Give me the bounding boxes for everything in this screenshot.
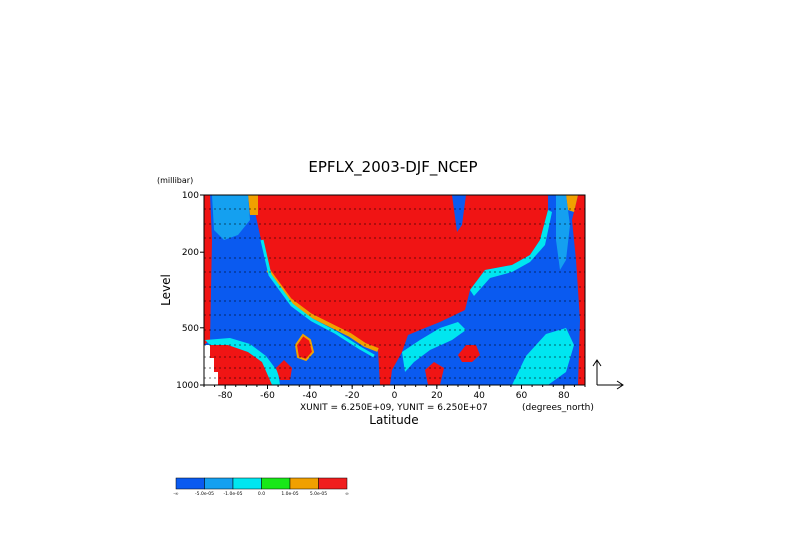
colorbar-label: -1.0e-05 [224, 491, 243, 497]
x-tick-label: 20 [431, 391, 443, 401]
x-tick-label: 80 [558, 391, 570, 401]
x-tick-label: -20 [345, 391, 360, 401]
plot-area: -80 -60 -40 -20 0 20 40 60 80 100 200 500 1000 [176, 191, 586, 401]
colorbar-swatch [175, 477, 205, 490]
x-axis-label: Latitude [369, 413, 418, 427]
grid-lines [204, 208, 585, 379]
contour-orange-right [566, 195, 578, 212]
colorbar-label: -5.0e-05 [195, 491, 214, 497]
contour-blue-north-gap [452, 195, 466, 232]
contour-red-right-column [572, 195, 585, 385]
vector-reference-arrows [592, 359, 624, 390]
colorbar-label: 1.0e-05 [281, 491, 298, 497]
colorbar-swatch [261, 477, 291, 490]
contour-orange-blob-1 [294, 333, 315, 362]
y-tick-label: 200 [182, 248, 199, 258]
colorbar-label: ∞ [345, 492, 349, 497]
colorbar-label: 5.0e-05 [310, 491, 327, 497]
y-tick-label: 1000 [176, 381, 199, 391]
x-tick-label: 40 [473, 391, 485, 401]
contour-red-blob-2 [276, 360, 292, 380]
y-unit-label: (millibar) [157, 176, 193, 185]
contour-red-core [255, 195, 548, 385]
contour-cyan-lowerleft [205, 338, 280, 385]
y-tick-label: 100 [182, 191, 199, 201]
contour-red-lowerleft [210, 345, 272, 385]
contour-cyan-lowerright-1 [512, 328, 574, 385]
colorbar-label: -∞ [173, 492, 179, 497]
x-tick-label: -60 [260, 391, 275, 401]
colorbar: -∞ -5.0e-05 -1.0e-05 0.0 1.0e-05 5.0e-05 ∞ [173, 477, 349, 497]
colorbar-swatch [204, 477, 234, 490]
contour-cyan-bottom-band [402, 322, 466, 372]
contour-cyan-edge [260, 239, 375, 358]
colorbar-swatch [232, 477, 262, 490]
contour-red-blob-1 [296, 335, 313, 360]
contour-orange-topleft [248, 195, 258, 215]
contour-red-lowerright-2 [458, 345, 480, 362]
x-tick-label: 60 [516, 391, 528, 401]
y-tick-label: 500 [182, 324, 199, 334]
colorbar-swatch [318, 477, 348, 490]
colorbar-label: 0.0 [258, 491, 265, 497]
contour-regions [204, 195, 585, 385]
y-axis-ticks: 100 200 500 1000 [176, 191, 204, 391]
contour-cyan-right [556, 195, 570, 270]
x-unit-label: (degrees_north) [522, 403, 594, 413]
x-tick-label: -40 [302, 391, 317, 401]
contour-cyan-north [470, 210, 552, 296]
vector-scale-text: XUNIT = 6.250E+09, YUNIT = 6.250E+07 [300, 403, 488, 413]
x-tick-label: -80 [218, 391, 233, 401]
x-tick-label: 0 [392, 391, 398, 401]
chart-title: EPFLX_2003-DJF_NCEP [308, 158, 477, 177]
x-axis-ticks: -80 -60 -40 -20 0 20 40 60 80 [203, 385, 586, 401]
y-axis-label: Level [159, 274, 173, 306]
colorbar-swatch [289, 477, 319, 490]
contour-cyan-topleft [212, 195, 250, 240]
contour-red-left-column [204, 195, 212, 345]
missing-data-corner [204, 345, 218, 385]
